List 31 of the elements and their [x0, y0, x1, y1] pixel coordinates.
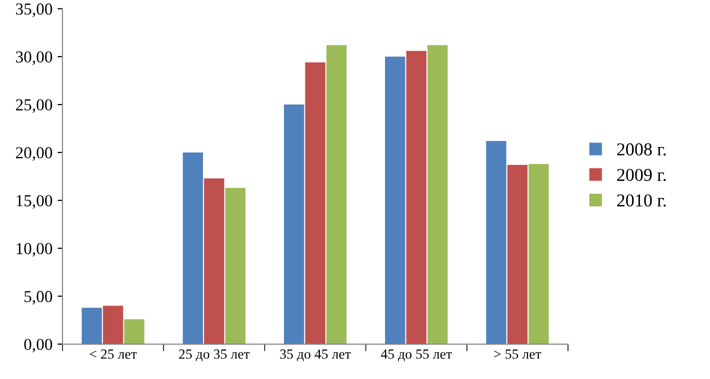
- legend-label: 2009 г.: [617, 168, 666, 182]
- legend-label: 2008 г.: [617, 143, 666, 156]
- bar: [507, 164, 528, 344]
- bar: [427, 45, 448, 344]
- x-tick-label: 45 до 55 лет: [380, 349, 452, 362]
- bar: [406, 50, 426, 344]
- bar: [82, 308, 102, 344]
- y-tick-label: 15,00: [16, 195, 52, 209]
- bar: [385, 56, 406, 344]
- x-tick-label: > 55 лет: [494, 350, 542, 359]
- bar: [102, 306, 124, 344]
- bar: [124, 319, 144, 344]
- y-tick-label: 0,00: [24, 338, 52, 352]
- bar: [528, 164, 549, 344]
- y-tick-label: 25,00: [16, 99, 52, 113]
- bar: [204, 178, 224, 344]
- y-tick-label: 30,00: [16, 51, 52, 65]
- y-tick-label: 10,00: [16, 243, 52, 257]
- y-tick-label: 20,00: [16, 147, 52, 161]
- bar: [305, 62, 326, 344]
- bar: [326, 45, 347, 344]
- x-tick-label: < 25 лет: [90, 349, 137, 359]
- bar: [486, 140, 506, 344]
- y-tick-label: 35,00: [16, 3, 52, 18]
- bar: [284, 104, 304, 344]
- bar: [225, 188, 246, 344]
- x-tick-label: 35 до 45 лет: [280, 349, 351, 362]
- x-tick-label: 25 до 35 лет: [179, 349, 250, 362]
- legend-label: 2010 г.: [617, 194, 666, 207]
- y-tick-label: 5,00: [24, 290, 52, 305]
- bar: [182, 152, 203, 344]
